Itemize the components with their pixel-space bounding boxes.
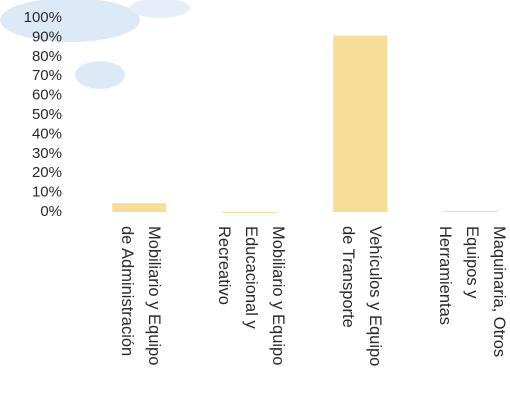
- y-tick-label: 100%: [24, 9, 62, 26]
- bar: [443, 211, 498, 213]
- x-tick-label: Vehículos y Equipo de Transporte: [338, 226, 383, 371]
- y-tick-label: 60%: [32, 87, 62, 104]
- y-tick-label: 70%: [32, 67, 62, 84]
- bar: [222, 212, 277, 213]
- y-tick-label: 50%: [32, 106, 62, 123]
- y-tick-label: 10%: [32, 184, 62, 201]
- background-decoration: [0, 0, 190, 89]
- y-tick-label: 90%: [32, 28, 62, 45]
- y-tick-label: 80%: [32, 48, 62, 65]
- y-tick-label: 0%: [40, 203, 62, 220]
- x-tick-label: Mobiliario y Equipo Educacional y Recrea…: [214, 226, 286, 370]
- y-tick-label: 40%: [32, 125, 62, 142]
- x-tick-label: Mobiliario y Equipo de Administración: [117, 226, 162, 370]
- y-tick-label: 20%: [32, 164, 62, 181]
- x-tick-label: Maquinaria, Otros Equipos y Herramientas: [435, 226, 507, 362]
- bar: [112, 203, 167, 212]
- bar: [333, 35, 388, 213]
- y-tick-label: 30%: [32, 145, 62, 162]
